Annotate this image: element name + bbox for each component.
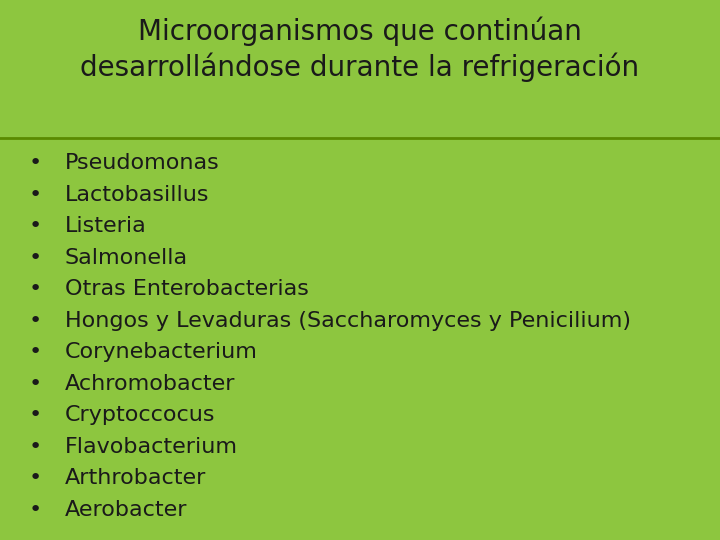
Text: Flavobacterium: Flavobacterium	[65, 437, 238, 457]
Text: Achromobacter: Achromobacter	[65, 374, 235, 394]
Text: Listeria: Listeria	[65, 217, 147, 237]
Text: Salmonella: Salmonella	[65, 248, 188, 268]
Text: •: •	[29, 500, 42, 520]
Text: •: •	[29, 185, 42, 205]
Text: •: •	[29, 468, 42, 488]
Text: •: •	[29, 406, 42, 426]
Text: •: •	[29, 217, 42, 237]
Text: •: •	[29, 311, 42, 331]
Text: Lactobasillus: Lactobasillus	[65, 185, 210, 205]
Text: Pseudomonas: Pseudomonas	[65, 153, 220, 173]
Text: Corynebacterium: Corynebacterium	[65, 342, 258, 362]
Text: •: •	[29, 437, 42, 457]
Text: •: •	[29, 153, 42, 173]
Text: •: •	[29, 374, 42, 394]
Text: Hongos y Levaduras (Saccharomyces y Penicilium): Hongos y Levaduras (Saccharomyces y Peni…	[65, 311, 631, 331]
Text: Aerobacter: Aerobacter	[65, 500, 187, 520]
Text: Arthrobacter: Arthrobacter	[65, 468, 206, 488]
Text: •: •	[29, 279, 42, 299]
Text: Cryptoccocus: Cryptoccocus	[65, 406, 215, 426]
Text: Otras Enterobacterias: Otras Enterobacterias	[65, 279, 309, 299]
Text: •: •	[29, 248, 42, 268]
Text: Microorganismos que continúan
desarrollándose durante la refrigeración: Microorganismos que continúan desarrollá…	[81, 16, 639, 82]
Text: •: •	[29, 342, 42, 362]
